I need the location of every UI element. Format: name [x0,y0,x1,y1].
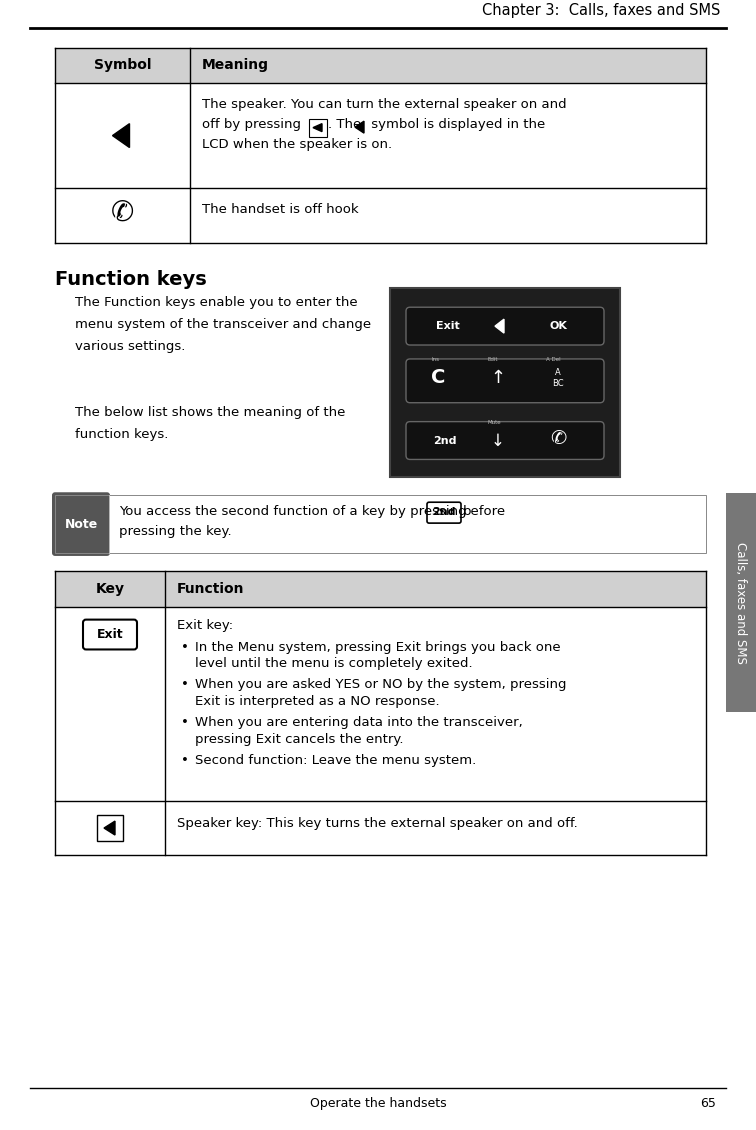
FancyBboxPatch shape [427,502,461,523]
Bar [55,495,706,553]
Text: •: • [181,754,189,767]
Text: Calls, faxes and SMS: Calls, faxes and SMS [735,541,748,663]
Text: You access the second function of a key by pressing: You access the second function of a key … [119,505,466,519]
Text: •: • [181,678,189,692]
Text: OK: OK [549,321,567,331]
Text: menu system of the transceiver and change: menu system of the transceiver and chang… [75,319,371,331]
Text: Exit: Exit [436,321,460,331]
Text: Key: Key [95,582,125,596]
Text: Function: Function [177,582,244,596]
Text: Mute: Mute [487,419,500,425]
Text: The below list shows the meaning of the: The below list shows the meaning of the [75,406,345,419]
Text: Function keys: Function keys [55,270,206,289]
FancyBboxPatch shape [308,119,327,137]
Text: •: • [181,716,189,729]
Text: before: before [463,505,506,519]
Polygon shape [313,123,322,131]
Text: Exit: Exit [97,628,123,641]
Bar [55,47,706,84]
Text: ✆: ✆ [550,429,566,447]
Text: Exit key:: Exit key: [177,618,233,632]
Bar [55,571,706,607]
Text: C: C [431,368,445,388]
Polygon shape [355,121,364,133]
Text: 65: 65 [700,1097,716,1110]
Text: level until the menu is completely exited.: level until the menu is completely exite… [195,658,472,670]
Polygon shape [104,822,115,835]
Text: LCD when the speaker is on.: LCD when the speaker is on. [202,138,392,151]
Text: off by pressing: off by pressing [202,119,305,131]
Text: pressing Exit cancels the entry.: pressing Exit cancels the entry. [195,733,404,746]
Text: pressing the key.: pressing the key. [119,525,231,538]
Text: Edit: Edit [488,357,498,362]
Text: Symbol: Symbol [94,59,151,72]
Text: symbol is displayed in the: symbol is displayed in the [367,119,545,131]
Text: 2nd: 2nd [433,435,457,445]
Text: Speaker key: This key turns the external speaker on and off.: Speaker key: This key turns the external… [177,817,578,829]
Bar [390,288,620,477]
Text: When you are asked YES or NO by the system, pressing: When you are asked YES or NO by the syst… [195,678,566,692]
FancyBboxPatch shape [83,619,137,650]
Text: various settings.: various settings. [75,340,185,353]
Text: When you are entering data into the transceiver,: When you are entering data into the tran… [195,716,522,729]
Text: Ins: Ins [431,357,439,362]
Text: 2nd: 2nd [432,507,456,518]
Text: ✆: ✆ [111,198,134,226]
Text: A Del: A Del [546,357,560,362]
Text: A
BC: A BC [552,368,564,388]
FancyBboxPatch shape [406,421,604,460]
Polygon shape [495,319,504,333]
Text: Chapter 3:  Calls, faxes and SMS: Chapter 3: Calls, faxes and SMS [482,2,720,18]
Text: The speaker. You can turn the external speaker on and: The speaker. You can turn the external s… [202,98,567,111]
Text: function keys.: function keys. [75,427,169,441]
FancyBboxPatch shape [406,359,604,402]
Text: Second function: Leave the menu system.: Second function: Leave the menu system. [195,754,476,767]
Text: In the Menu system, pressing Exit brings you back one: In the Menu system, pressing Exit brings… [195,641,561,653]
Text: Meaning: Meaning [202,59,269,72]
Bar [726,494,756,712]
Text: •: • [181,641,189,653]
Text: Operate the handsets: Operate the handsets [310,1097,446,1110]
Text: The Function keys enable you to enter the: The Function keys enable you to enter th… [75,296,358,310]
FancyBboxPatch shape [406,307,604,345]
Text: . The: . The [328,119,365,131]
Text: ↓: ↓ [491,432,505,450]
FancyBboxPatch shape [52,493,110,556]
Text: The handset is off hook: The handset is off hook [202,202,358,216]
Text: Exit is interpreted as a NO response.: Exit is interpreted as a NO response. [195,695,440,709]
Text: ↑: ↑ [491,368,506,386]
Polygon shape [113,123,129,148]
FancyBboxPatch shape [97,815,123,841]
Text: Note: Note [64,518,98,531]
